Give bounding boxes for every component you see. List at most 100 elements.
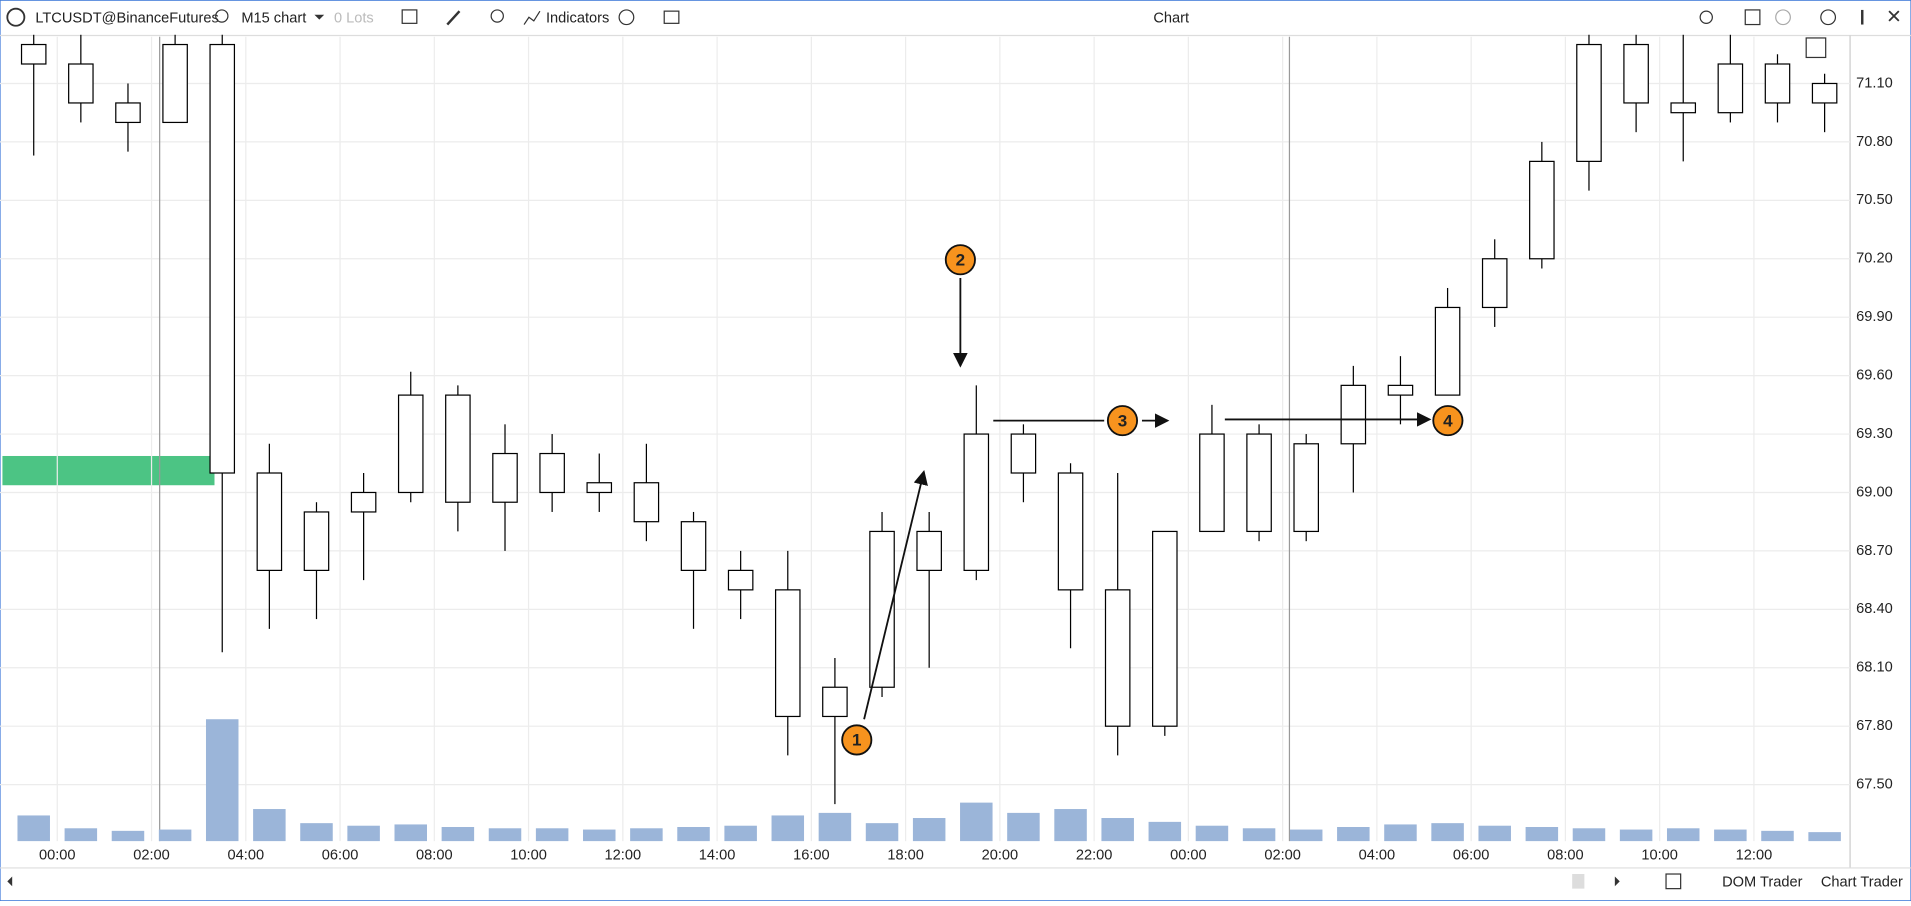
x-tick-label: 02:00	[1264, 848, 1301, 864]
indicator-icon	[523, 10, 541, 25]
x-tick-label: 06:00	[322, 848, 359, 864]
volume-bar	[818, 812, 852, 842]
candle-body	[1764, 63, 1791, 104]
candle-body	[68, 63, 94, 104]
candle-body	[916, 530, 942, 571]
candle-body	[1670, 102, 1697, 114]
close-icon[interactable]	[1888, 10, 1900, 22]
candle-body	[539, 452, 565, 494]
y-tick-label: 70.20	[1856, 251, 1893, 267]
settings-icon[interactable]	[1820, 9, 1837, 26]
annotation-arrow	[863, 470, 928, 720]
annotation-label: 4	[1443, 411, 1453, 430]
candle-body	[727, 569, 754, 591]
draw-icon[interactable]	[446, 10, 461, 26]
x-tick-label: 10:00	[510, 848, 547, 864]
candle-body	[492, 452, 518, 503]
volume-bar	[865, 823, 899, 842]
x-tick-label: 00:00	[39, 848, 76, 864]
volume-bar	[441, 826, 475, 842]
x-tick-label: 10:00	[1641, 848, 1678, 864]
candle-body	[1199, 433, 1225, 533]
zoom-icon[interactable]	[490, 9, 504, 23]
candle-body	[1481, 258, 1508, 309]
candle-body	[1811, 82, 1838, 104]
volume-bar	[912, 818, 946, 842]
symbol[interactable]: LTCUSDT@BinanceFutures	[35, 10, 218, 26]
y-tick-label: 69.00	[1856, 484, 1893, 500]
volume-bar	[64, 828, 98, 842]
volume-bar	[1384, 824, 1417, 842]
y-tick-label: 68.70	[1856, 543, 1893, 559]
scroll-end-button[interactable]	[1805, 37, 1827, 59]
lots[interactable]: 0 Lots	[334, 10, 374, 26]
candle-body	[1104, 589, 1131, 727]
candle-body	[20, 43, 47, 65]
x-tick-label: 12:00	[605, 848, 642, 864]
candle-body	[1010, 433, 1037, 474]
timeframe[interactable]: M15 chart	[241, 10, 306, 26]
candle-body	[209, 43, 236, 474]
candle-body	[303, 511, 330, 571]
candle-body	[586, 482, 613, 494]
volume-bar	[1761, 830, 1794, 842]
annotation-badge	[1432, 405, 1464, 437]
x-tick-label: 00:00	[1170, 848, 1207, 864]
volume-bar	[1808, 832, 1841, 842]
x-tick-label: 04:00	[1359, 848, 1396, 864]
volume-bar	[1431, 823, 1464, 842]
status-icon	[1775, 9, 1791, 26]
dom-trader[interactable]: DOM Trader	[1722, 874, 1803, 890]
x-tick-label: 20:00	[982, 848, 1019, 864]
volume-bar	[1289, 829, 1323, 842]
volume-bar	[535, 828, 569, 842]
y-tick-label: 69.30	[1856, 426, 1893, 442]
x-tick-label: 12:00	[1736, 848, 1773, 864]
x-tick-label: 22:00	[1076, 848, 1113, 864]
y-tick-label: 69.90	[1856, 309, 1893, 325]
search-icon[interactable]	[215, 9, 229, 23]
x-tick-label: 02:00	[133, 848, 170, 864]
window-title: Chart	[1153, 10, 1189, 26]
y-tick-label: 67.80	[1856, 718, 1893, 734]
candle-body	[1623, 43, 1649, 104]
candle-body	[963, 433, 990, 571]
scroll-thumb[interactable]	[1572, 874, 1585, 889]
menu-icon[interactable]	[401, 9, 418, 24]
volume-bar	[1242, 828, 1276, 842]
volume-bar	[583, 829, 616, 842]
window-icon[interactable]	[663, 10, 680, 24]
crosshair-icon[interactable]	[618, 9, 635, 26]
volume-bar	[158, 829, 192, 842]
volume-bar	[1054, 809, 1087, 842]
scroll-right[interactable]	[1614, 876, 1620, 887]
volume-bar	[677, 826, 710, 842]
volume-bar	[1148, 821, 1182, 842]
candle-body	[1152, 530, 1178, 727]
candle-body	[397, 394, 424, 494]
toolbar: LTCUSDT@BinanceFutures M15 chart 0 Lots …	[0, 7, 1911, 37]
annotation-badge	[944, 244, 976, 276]
y-tick-label: 70.80	[1856, 134, 1893, 150]
indicators[interactable]: Indicators	[546, 10, 609, 26]
scroll-left[interactable]	[7, 876, 13, 887]
candle-body	[1576, 43, 1602, 162]
volume-bar	[771, 815, 805, 842]
volume-bar	[1007, 812, 1040, 842]
candle-body	[115, 102, 141, 124]
candle-body	[350, 491, 377, 513]
x-tick-label: 16:00	[793, 848, 830, 864]
chart-trader[interactable]: Chart Trader	[1821, 874, 1903, 890]
camera-icon[interactable]	[1699, 10, 1713, 24]
volume-bar	[1525, 826, 1559, 842]
annotation-badge	[1106, 405, 1139, 437]
y-tick-label: 71.10	[1856, 75, 1893, 91]
volume-bar	[1714, 829, 1747, 842]
annotation-badge	[841, 724, 873, 756]
fullscreen-icon[interactable]	[1744, 9, 1761, 26]
volume-profile	[2, 455, 215, 486]
candle-body	[1057, 472, 1084, 591]
calendar-icon[interactable]	[1665, 873, 1682, 890]
volume-bar	[394, 824, 428, 842]
dropdown[interactable]	[314, 14, 325, 20]
